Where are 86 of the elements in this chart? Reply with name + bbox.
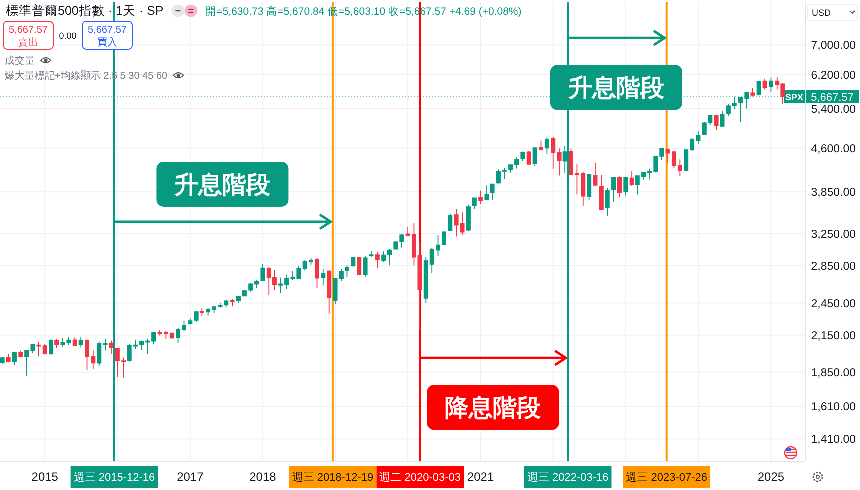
candlestick [557,148,562,176]
candlestick [618,176,622,198]
candlestick [321,268,326,286]
y-tick-label: 4,600.00 [811,143,856,156]
annotation: 5,667.57 [88,25,128,36]
candlestick [327,270,332,314]
candlestick [538,140,544,151]
candlestick [551,136,556,170]
candlestick [42,344,48,356]
candlestick [357,256,362,276]
candlestick [768,77,774,93]
x-tick-label: 2018 [250,470,277,484]
candlestick [762,78,768,90]
y-tick-label: 5,400.00 [811,104,856,116]
candlestick [194,310,199,322]
candlestick [78,336,84,348]
candlestick [12,352,17,366]
candlestick [314,258,320,289]
y-tick-label: 7,000.00 [811,40,856,52]
ref-line-label: SPX [785,92,804,102]
candlestick [714,114,719,131]
x-tick-label: 2015 [32,470,59,484]
candlestick [484,185,490,201]
candlestick [593,163,598,186]
annotation: 升息階段 [174,172,272,199]
candlestick [351,257,356,267]
candlestick [260,264,266,282]
ref-line-label: 週三 2015-12-16 [74,472,156,484]
annotation: 買入 [98,36,118,48]
ref-line-label: 週三 2022-03-16 [527,472,609,484]
candlestick [544,137,550,154]
y-tick-label: 3,250.00 [811,228,856,241]
candlestick [72,337,78,347]
chart-title: 標準普爾500指數 · 1天 · SP [6,3,164,18]
candlestick [49,338,54,356]
x-tick-label: 2021 [467,470,494,484]
candlestick [750,88,756,98]
text: USD [812,8,832,18]
candlestick [188,318,193,326]
y-tick-label: 2,850.00 [811,261,856,274]
annotation: 成交量 [5,55,35,67]
text: 5,667.57 [811,92,854,104]
candlestick [224,299,229,308]
candlestick [448,213,453,232]
annotation: 賣出 [18,36,38,48]
candlestick [587,174,592,201]
annotation: 5,667.57 [9,25,48,36]
y-tick-label: 2,150.00 [811,330,856,342]
candlestick [720,111,725,128]
y-tick-label: 1,610.00 [811,402,856,414]
candlestick [18,350,24,358]
annotation: 0.00 [59,31,77,41]
candlestick [230,298,235,308]
candlestick [103,338,108,352]
y-tick-label: 3,850.00 [811,187,856,200]
candlestick [363,256,368,278]
candlestick [36,342,42,358]
candlestick [97,341,102,368]
y-tick-label: 1,410.00 [811,434,856,446]
candlestick [756,80,762,96]
candlestick [526,150,532,166]
candlestick [0,356,5,364]
y-tick-label: 6,200.00 [811,70,856,82]
candlestick [472,197,477,210]
candlestick [466,205,471,232]
ref-line-label: 週三 2018-12-19 [292,472,374,484]
candlestick [490,183,495,201]
candlestick [375,252,380,269]
candlestick [478,190,484,205]
candlestick [624,176,628,196]
candlestick [532,147,538,167]
y-tick-label: 1,850.00 [811,367,856,380]
candlestick [630,170,634,187]
ref-line-label: 週二 2020-03-03 [380,472,462,484]
x-tick-label: 2025 [758,470,785,484]
candlestick [599,174,604,210]
x-tick-label: 2017 [177,470,204,484]
candlestick [344,264,350,278]
y-tick-label: 2,450.00 [811,298,856,310]
candlestick [200,308,204,317]
candlestick [369,250,374,258]
annotation: 升息階段 [567,75,666,102]
ref-line-label: 週三 2023-07-26 [626,472,708,484]
candlestick [54,338,60,349]
candlestick [6,354,11,362]
annotation: 降息階段 [445,395,542,422]
